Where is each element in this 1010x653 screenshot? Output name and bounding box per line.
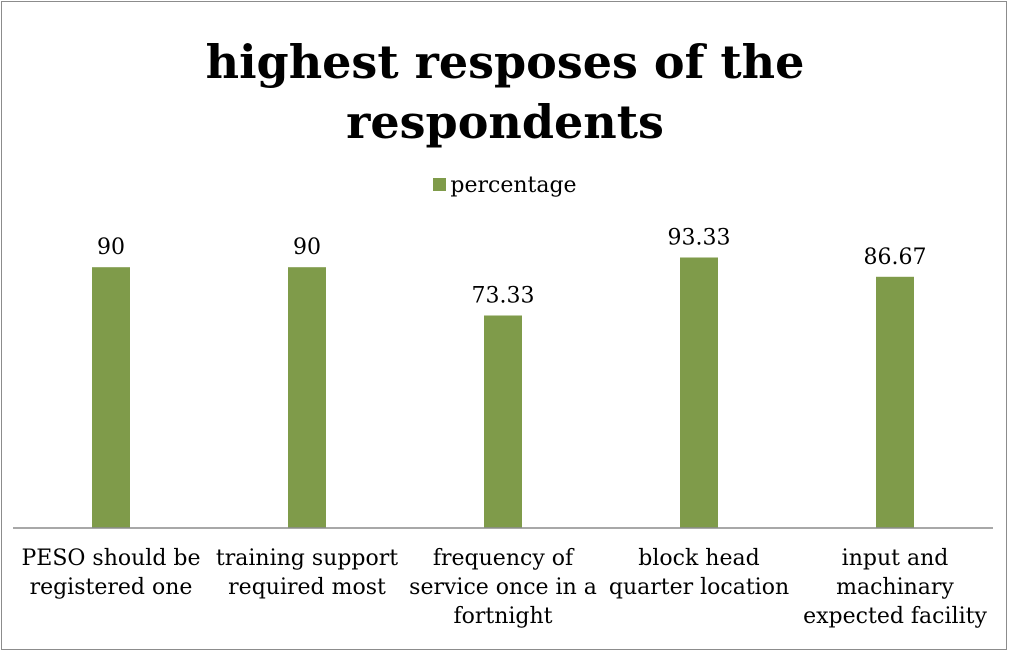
category-label-5-line-3: expected facility xyxy=(803,604,987,629)
category-label-2: training support required most xyxy=(207,544,407,602)
category-label-5-line-2: machinary xyxy=(836,575,954,600)
category-label-5-line-1: input and xyxy=(841,546,949,571)
bar-2 xyxy=(288,267,326,528)
chart-title-line-2: respondents xyxy=(346,95,664,149)
bar-3 xyxy=(484,315,522,528)
legend-swatch xyxy=(433,177,447,191)
bars-group xyxy=(92,257,914,528)
value-labels-group: 90 90 73.33 93.33 86.67 xyxy=(97,226,926,309)
bar-1 xyxy=(92,267,130,528)
category-label-2-line-2: required most xyxy=(228,575,386,600)
category-label-4-line-1: block head xyxy=(638,546,760,571)
bar-5 xyxy=(876,276,914,528)
data-label-3: 73.33 xyxy=(472,284,535,309)
category-label-2-line-1: training support xyxy=(215,546,399,571)
bar-4 xyxy=(680,257,718,528)
data-label-2: 90 xyxy=(293,235,321,260)
legend-label: percentage xyxy=(450,173,577,198)
category-label-3-line-1: frequency of xyxy=(432,546,574,571)
category-label-4-line-2: quarter location xyxy=(608,575,790,600)
data-label-1: 90 xyxy=(97,235,125,260)
category-label-1-line-2: registered one xyxy=(29,575,193,600)
category-label-3: frequency of service once in a fortnight xyxy=(403,544,603,631)
category-label-3-line-3: fortnight xyxy=(453,604,553,629)
category-label-5: input and machinary expected facility xyxy=(795,544,995,631)
data-label-5: 86.67 xyxy=(864,245,927,270)
category-label-1-line-1: PESO should be xyxy=(21,546,201,571)
category-label-4: block head quarter location xyxy=(599,544,799,602)
chart-title-line-1: highest resposes of the xyxy=(205,35,805,89)
category-label-3-line-2: service once in a xyxy=(409,575,597,600)
chart-legend: percentage xyxy=(0,172,1010,200)
chart-title: highest resposes of the respondents xyxy=(0,32,1010,152)
data-label-4: 93.33 xyxy=(668,226,731,251)
category-label-1: PESO should be registered one xyxy=(11,544,211,602)
